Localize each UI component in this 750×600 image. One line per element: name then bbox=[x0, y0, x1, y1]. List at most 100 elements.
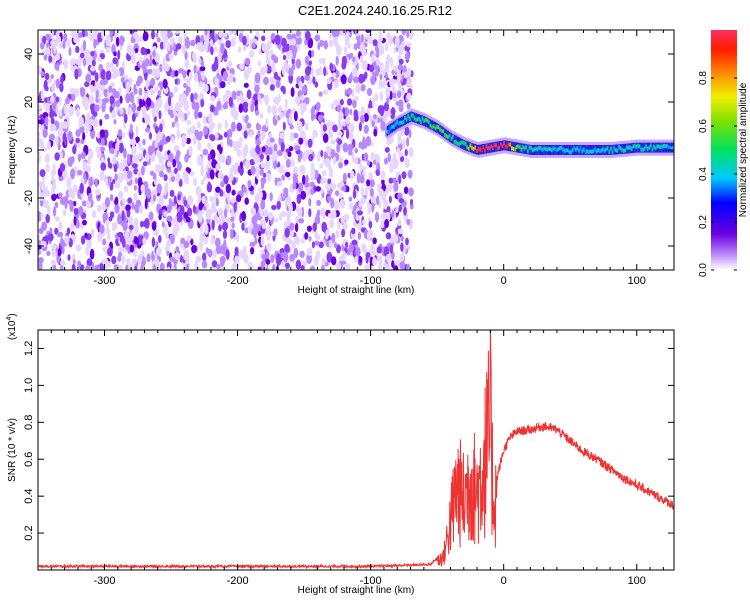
signal-track-core bbox=[527, 149, 530, 154]
noise-speckle bbox=[377, 254, 383, 264]
noise-speckle bbox=[121, 198, 126, 205]
noise-speckle bbox=[107, 232, 111, 241]
noise-speckle bbox=[101, 30, 105, 40]
noise-speckle bbox=[374, 70, 379, 77]
noise-speckle bbox=[271, 66, 276, 73]
noise-speckle bbox=[176, 150, 181, 158]
signal-track-core bbox=[554, 147, 557, 151]
noise-speckle bbox=[409, 203, 414, 210]
noise-speckle bbox=[193, 92, 198, 101]
noise-speckle bbox=[371, 97, 376, 109]
noise-speckle bbox=[90, 106, 95, 115]
noise-speckle bbox=[183, 82, 187, 89]
noise-speckle bbox=[68, 237, 73, 248]
noise-speckle bbox=[199, 232, 204, 244]
noise-speckle bbox=[277, 105, 283, 113]
noise-speckle bbox=[370, 152, 374, 159]
noise-speckle bbox=[99, 224, 105, 234]
noise-speckle bbox=[209, 104, 215, 113]
signal-track-core bbox=[533, 147, 536, 152]
noise-speckle bbox=[69, 201, 74, 212]
signal-track-core bbox=[560, 145, 563, 150]
noise-speckle bbox=[66, 227, 71, 235]
noise-speckle bbox=[146, 253, 151, 263]
colorbar-label: Normalized spectral amplitude bbox=[738, 82, 749, 217]
signal-track-core bbox=[578, 148, 581, 153]
noise-speckle bbox=[182, 170, 188, 181]
noise-speckle bbox=[151, 106, 157, 118]
noise-speckle bbox=[91, 59, 96, 67]
noise-speckle bbox=[396, 75, 401, 86]
noise-speckle bbox=[140, 263, 144, 270]
noise-speckle bbox=[215, 263, 221, 270]
noise-speckle bbox=[118, 142, 124, 154]
noise-speckle bbox=[210, 95, 215, 102]
signal-track-band bbox=[503, 140, 506, 151]
noise-speckle bbox=[357, 246, 361, 257]
signal-track-core bbox=[613, 146, 616, 151]
noise-speckle bbox=[38, 104, 42, 111]
noise-speckle bbox=[351, 227, 356, 235]
noise-speckle bbox=[38, 249, 41, 256]
noise-speckle bbox=[324, 157, 331, 168]
x-tick-label: -100 bbox=[360, 275, 382, 287]
noise-speckle bbox=[158, 144, 163, 152]
noise-speckle bbox=[208, 115, 212, 124]
noise-speckle bbox=[138, 36, 144, 43]
noise-speckle bbox=[267, 104, 272, 114]
noise-speckle bbox=[386, 97, 390, 104]
noise-speckle bbox=[225, 40, 232, 49]
signal-track-core bbox=[431, 125, 434, 130]
noise-speckle bbox=[237, 140, 242, 149]
noise-speckle bbox=[304, 66, 311, 76]
signal-track-band bbox=[570, 145, 573, 155]
noise-speckle bbox=[180, 237, 186, 244]
noise-speckle bbox=[325, 229, 329, 240]
noise-speckle bbox=[105, 35, 110, 47]
signal-track-core bbox=[464, 141, 467, 146]
noise-speckle bbox=[191, 244, 197, 254]
noise-speckle bbox=[279, 132, 285, 140]
noise-speckle bbox=[76, 107, 80, 118]
noise-speckle bbox=[356, 172, 361, 184]
noise-speckle bbox=[103, 97, 110, 104]
noise-speckle bbox=[190, 39, 196, 47]
noise-speckle bbox=[225, 249, 230, 260]
signal-track-core bbox=[619, 146, 622, 151]
noise-speckle bbox=[73, 36, 79, 44]
noise-speckle bbox=[231, 222, 235, 229]
noise-speckle bbox=[86, 238, 92, 249]
signal-track-core bbox=[563, 149, 566, 154]
noise-speckle bbox=[246, 89, 252, 100]
noise-speckle bbox=[79, 182, 84, 194]
noise-speckle bbox=[344, 159, 349, 165]
noise-speckle bbox=[391, 159, 398, 170]
noise-speckle bbox=[209, 30, 215, 39]
signal-track-core bbox=[595, 149, 598, 154]
noise-speckle bbox=[111, 110, 117, 119]
noise-speckle bbox=[240, 211, 247, 222]
noise-speckle bbox=[341, 185, 347, 192]
signal-track-core bbox=[594, 147, 597, 152]
noise-speckle bbox=[241, 222, 245, 231]
noise-speckle bbox=[62, 209, 67, 217]
noise-speckle bbox=[96, 132, 101, 139]
noise-speckle bbox=[137, 176, 143, 188]
signal-track-core bbox=[440, 128, 444, 133]
noise-speckle bbox=[190, 238, 194, 245]
noise-speckle bbox=[59, 163, 66, 172]
noise-speckle bbox=[159, 123, 163, 133]
noise-speckle bbox=[337, 138, 343, 145]
noise-speckle bbox=[360, 187, 365, 197]
noise-speckle bbox=[110, 147, 115, 155]
noise-speckle bbox=[322, 124, 327, 132]
noise-speckle bbox=[109, 30, 114, 36]
noise-speckle bbox=[95, 189, 101, 196]
noise-speckle bbox=[266, 172, 272, 182]
noise-speckle bbox=[276, 255, 282, 266]
noise-speckle bbox=[343, 213, 350, 221]
snr-frame bbox=[37, 329, 675, 571]
noise-speckle bbox=[57, 247, 62, 257]
noise-speckle bbox=[172, 158, 177, 168]
noise-speckle bbox=[119, 35, 125, 46]
